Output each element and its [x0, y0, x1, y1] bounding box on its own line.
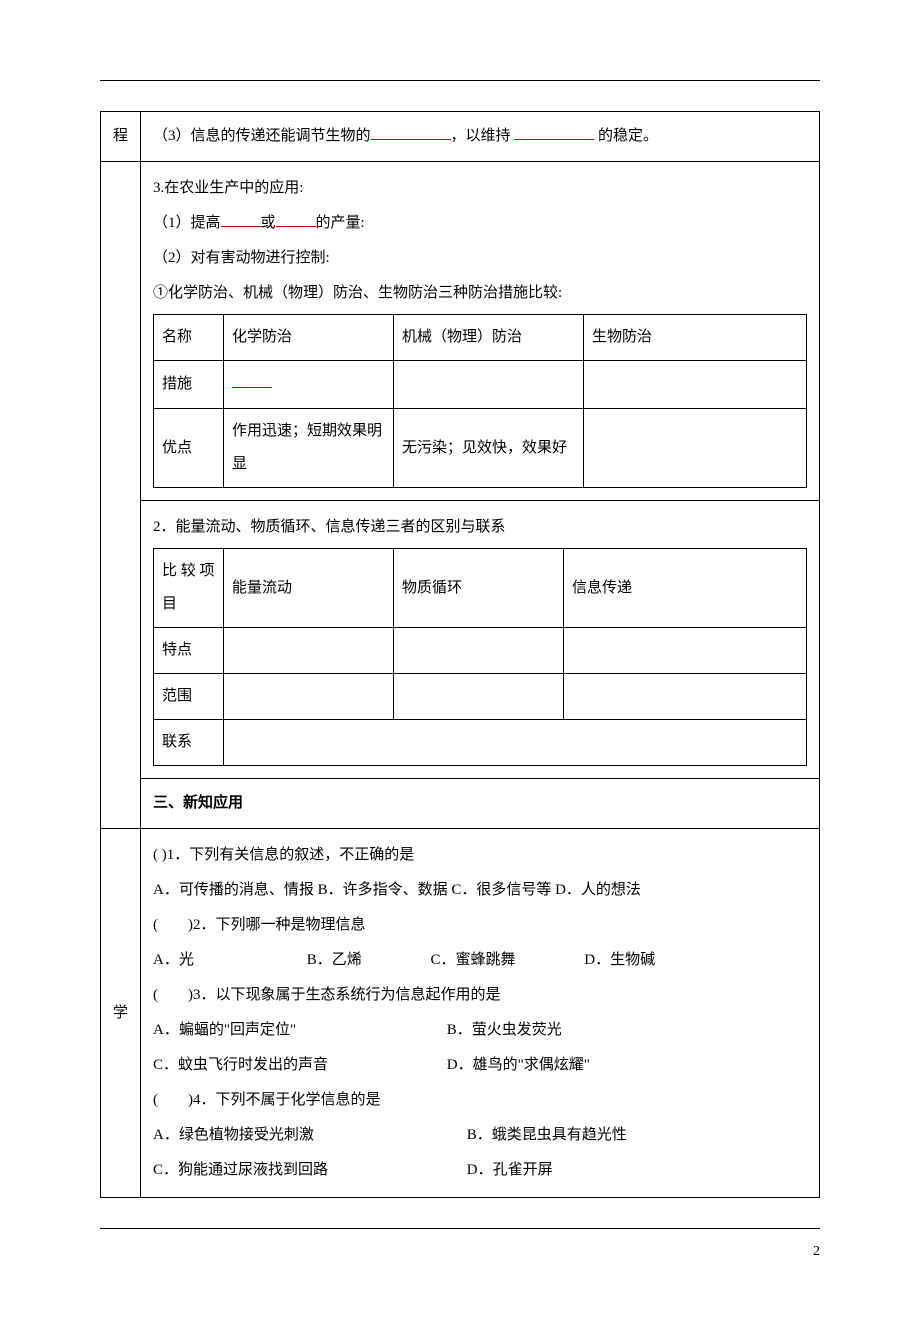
t1-r3c2: 作用迅速；短期效果明显: [224, 409, 394, 488]
t1-h3: 机械（物理）防治: [394, 315, 584, 361]
blank-1: [371, 125, 451, 140]
section3-title: 三、新知应用: [153, 795, 243, 811]
compare-table: 名称 化学防治 机械（物理）防治 生物防治 措施 优点 作用迅速；短期效果明显 …: [153, 314, 807, 488]
content-apply: 3.在农业生产中的应用: （1）提高 或 的产量: （2）对有害动物进行控制: ①化…: [141, 162, 820, 501]
q3c: C．蚊虫飞行时发出的声音: [153, 1049, 443, 1082]
line3-a: （3）信息的传递还能调节生物的: [153, 128, 371, 144]
line3-b: ，以维持: [451, 128, 515, 144]
label-xue: 学: [113, 1005, 128, 1021]
q3: ( )3．以下现象属于生态系统行为信息起作用的是: [153, 979, 807, 1012]
content-top: （3）信息的传递还能调节生物的 ，以维持 的稳定。: [141, 112, 820, 162]
q2-opts: A．光 B．乙烯 C．蜜蜂跳舞 D．生物碱: [153, 944, 807, 977]
q3d: D．雄鸟的"求偶炫耀": [447, 1057, 590, 1073]
t1-h4: 生物防治: [584, 315, 807, 361]
q2d: D．生物碱: [584, 952, 655, 968]
t2-r3c3: [394, 674, 564, 720]
compare-line: ①化学防治、机械（物理）防治、生物防治三种防治措施比较:: [153, 277, 807, 310]
q4-opts2: C．狗能通过尿液找到回路 D．孔雀开屏: [153, 1154, 807, 1187]
left-label-top: 程: [101, 112, 141, 162]
t2-r2c3: [394, 628, 564, 674]
t1-r3c4: [584, 409, 807, 488]
blank-5: [232, 373, 272, 388]
t2-r2c2: [224, 628, 394, 674]
label-cheng: 程: [113, 128, 128, 144]
t1-r2c2: [224, 361, 394, 409]
bottom-rule: [100, 1228, 820, 1229]
q3a: A．蝙蝠的"回声定位": [153, 1014, 443, 1047]
t2-h2: 能量流动: [224, 549, 394, 628]
t1-h1: 名称: [154, 315, 224, 361]
blank-3: [221, 212, 261, 227]
t2-r3c4: [564, 674, 807, 720]
q2c: C．蜜蜂跳舞: [431, 944, 581, 977]
t1-r3c1: 优点: [154, 409, 224, 488]
q4b: B．蛾类昆虫具有趋光性: [467, 1127, 627, 1143]
q4: ( )4．下列不属于化学信息的是: [153, 1084, 807, 1117]
apply2: （2）对有害动物进行控制:: [153, 242, 807, 275]
t1-r2c1: 措施: [154, 361, 224, 409]
t1-r2c4: [584, 361, 807, 409]
diff-title: 2．能量流动、物质循环、信息传递三者的区别与联系: [153, 511, 807, 544]
left-label-bottom: 学: [101, 829, 141, 1198]
apply1-c: 的产量:: [316, 215, 365, 231]
t2-r4c2: [224, 720, 807, 766]
t1-r2c3: [394, 361, 584, 409]
q3b: B．萤火虫发荧光: [447, 1022, 562, 1038]
t1-h2: 化学防治: [224, 315, 394, 361]
t2-r3: 范围: [154, 674, 224, 720]
apply-title: 3.在农业生产中的应用:: [153, 172, 807, 205]
t2-h3: 物质循环: [394, 549, 564, 628]
main-layout-table: 程 （3）信息的传递还能调节生物的 ，以维持 的稳定。 3.在农业生产中的应用: …: [100, 111, 820, 1198]
apply1-b: 或: [261, 215, 276, 231]
blank-4: [276, 212, 316, 227]
q2a: A．光: [153, 944, 303, 977]
q2b: B．乙烯: [307, 944, 427, 977]
q3-opts2: C．蚊虫飞行时发出的声音 D．雄鸟的"求偶炫耀": [153, 1049, 807, 1082]
top-rule: [100, 80, 820, 81]
q4c: C．狗能通过尿液找到回路: [153, 1154, 463, 1187]
q4d: D．孔雀开屏: [467, 1162, 553, 1178]
apply1-a: （1）提高: [153, 215, 221, 231]
t1-r3c3: 无污染；见效快，效果好: [394, 409, 584, 488]
content-questions: ( )1．下列有关信息的叙述，不正确的是 A．可传播的消息、情报 B．许多指令、…: [141, 829, 820, 1198]
line3-c: 的稳定。: [594, 128, 658, 144]
blank-2: [514, 125, 594, 140]
t2-h1: 比 较 项目: [154, 549, 224, 628]
content-diff: 2．能量流动、物质循环、信息传递三者的区别与联系 比 较 项目 能量流动 物质循…: [141, 501, 820, 779]
q2: ( )2．下列哪一种是物理信息: [153, 909, 807, 942]
t2-h4: 信息传递: [564, 549, 807, 628]
q1-opts: A．可传播的消息、情报 B．许多指令、数据 C．很多信号等 D．人的想法: [153, 874, 807, 907]
q3-opts1: A．蝙蝠的"回声定位" B．萤火虫发荧光: [153, 1014, 807, 1047]
t2-r2c4: [564, 628, 807, 674]
q4a: A．绿色植物接受光刺激: [153, 1119, 463, 1152]
t2-r4: 联系: [154, 720, 224, 766]
t2-r3c2: [224, 674, 394, 720]
t2-r2: 特点: [154, 628, 224, 674]
q1: ( )1．下列有关信息的叙述，不正确的是: [153, 839, 807, 872]
left-label-mid: [101, 162, 141, 829]
page-number: 2: [100, 1239, 820, 1264]
diff-table: 比 较 项目 能量流动 物质循环 信息传递 特点 范围 联系: [153, 548, 807, 766]
section3-head: 三、新知应用: [141, 779, 820, 829]
q4-opts1: A．绿色植物接受光刺激 B．蛾类昆虫具有趋光性: [153, 1119, 807, 1152]
